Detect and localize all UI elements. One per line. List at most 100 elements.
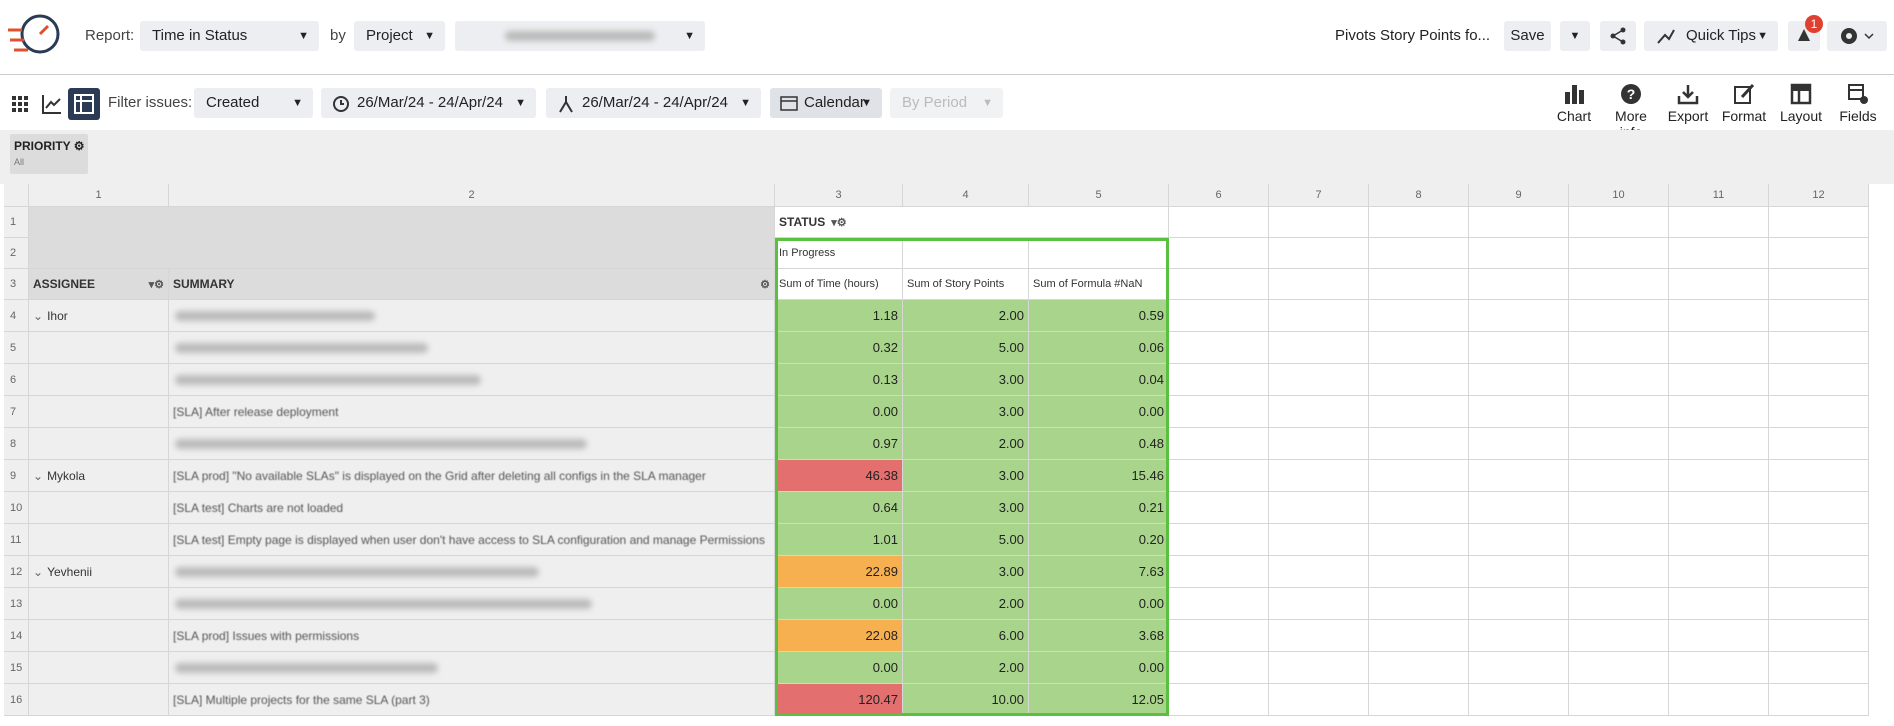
settings-button[interactable] xyxy=(1827,21,1887,51)
chart-view-icon[interactable] xyxy=(40,92,64,116)
save-menu[interactable]: ▼ xyxy=(1560,21,1590,51)
grid-cell xyxy=(1569,238,1669,269)
grid-cell xyxy=(1169,652,1269,684)
period-select[interactable]: By Period ▼ xyxy=(890,88,1003,118)
date-range-2[interactable]: 26/Mar/24 - 24/Apr/24 ▼ xyxy=(546,88,761,118)
grid-cell xyxy=(1369,588,1469,620)
row-number: 7 xyxy=(4,396,29,428)
row-number: 4 xyxy=(4,300,29,332)
grid-cell xyxy=(1269,524,1369,556)
assignee-header: ASSIGNEE xyxy=(33,277,96,291)
grid-cell xyxy=(1369,364,1469,396)
grid-cell xyxy=(1169,620,1269,652)
value-cell: 0.13 xyxy=(775,364,903,396)
action-button[interactable]: Export xyxy=(1660,82,1716,128)
action-label: Layout xyxy=(1779,108,1823,124)
grid-cell xyxy=(1269,492,1369,524)
value-cell: 0.00 xyxy=(1029,652,1169,684)
value-cell: 0.48 xyxy=(1029,428,1169,460)
row-number: 14 xyxy=(4,620,29,652)
grid-cell xyxy=(1569,524,1669,556)
action-button[interactable]: Chart xyxy=(1546,82,1602,128)
value-cell: 0.04 xyxy=(1029,364,1169,396)
grid-cell xyxy=(1769,460,1869,492)
grid-cell xyxy=(1369,620,1469,652)
assignee: Ihor xyxy=(47,308,68,323)
grid-cell: [SLA prod] "No available SLAs" is displa… xyxy=(169,460,775,492)
blurred-summary xyxy=(175,599,592,609)
action-icon xyxy=(1848,84,1868,104)
action-label: Chart xyxy=(1556,108,1592,124)
grid-cell xyxy=(1169,588,1269,620)
grid-cell xyxy=(1469,396,1569,428)
column-number: 10 xyxy=(1569,184,1669,207)
grid-cell xyxy=(1369,492,1469,524)
value-cell: 3.00 xyxy=(903,364,1029,396)
priority-chip[interactable]: PRIORITY ⚙ All xyxy=(10,134,88,174)
grid-cell xyxy=(1569,332,1669,364)
grid-cell: ⌄ Mykola xyxy=(29,460,169,492)
grid-cell xyxy=(1469,332,1569,364)
grid-cell xyxy=(1169,492,1269,524)
measure-header: Sum of Formula #NaN xyxy=(1029,269,1169,300)
priority-value: All xyxy=(14,157,25,167)
notification-badge: 1 xyxy=(1805,15,1823,33)
grid-cell xyxy=(1769,238,1869,269)
grid-cell xyxy=(169,300,775,332)
grid-cell xyxy=(1169,207,1269,238)
grid-cell xyxy=(1669,588,1769,620)
status-header: STATUS xyxy=(779,215,826,229)
value-cell: 120.47 xyxy=(775,684,903,716)
svg-text:?: ? xyxy=(1627,86,1636,102)
grid-cell xyxy=(1169,428,1269,460)
value-cell: 22.08 xyxy=(775,620,903,652)
value-cell: 6.00 xyxy=(903,620,1029,652)
report-select[interactable]: Time in Status ▼ xyxy=(140,21,319,51)
pivot-view-button[interactable] xyxy=(68,88,100,120)
value-cell: 0.00 xyxy=(775,652,903,684)
action-icon: ? xyxy=(1621,84,1641,104)
grid-cell xyxy=(1569,396,1669,428)
value-cell: 0.00 xyxy=(775,588,903,620)
grid-cell xyxy=(29,524,169,556)
calendar-select[interactable]: Calendar ▼ xyxy=(770,88,882,118)
grid-view-icon[interactable] xyxy=(8,92,32,116)
blurred-summary xyxy=(175,311,375,321)
blurred-summary xyxy=(175,375,481,385)
grid-cell: ⌄ Ihor xyxy=(29,300,169,332)
action-button[interactable]: Layout xyxy=(1773,82,1829,128)
grid-cell xyxy=(1769,556,1869,588)
grid-cell xyxy=(1369,524,1469,556)
column-number: 9 xyxy=(1469,184,1569,207)
assignee: Yevhenii xyxy=(47,564,92,579)
filter-select[interactable]: Created ▼ xyxy=(194,88,313,118)
grid-cell xyxy=(1669,492,1769,524)
by-select[interactable]: Project ▼ xyxy=(354,21,445,51)
grid-cell xyxy=(1169,364,1269,396)
grid-cell xyxy=(1369,460,1469,492)
grid-cell xyxy=(1369,556,1469,588)
row-number: 9 xyxy=(4,460,29,492)
date-range-1[interactable]: 26/Mar/24 - 24/Apr/24 ▼ xyxy=(321,88,536,118)
column-number: 6 xyxy=(1169,184,1269,207)
grid-cell xyxy=(1369,207,1469,238)
grid-cell xyxy=(1269,396,1369,428)
project-select[interactable]: ▼ xyxy=(455,21,705,51)
grid-cell xyxy=(1669,332,1769,364)
share-button[interactable] xyxy=(1600,21,1636,51)
column-number: 4 xyxy=(903,184,1029,207)
date-range-1-text: 26/Mar/24 - 24/Apr/24 xyxy=(357,94,503,111)
grid-cell xyxy=(1269,207,1369,238)
measure-header: Sum of Time (hours) xyxy=(775,269,903,300)
grid-cell xyxy=(1169,396,1269,428)
save-button[interactable]: Save xyxy=(1504,21,1551,51)
logo[interactable] xyxy=(6,12,62,62)
action-button[interactable]: Fields xyxy=(1830,82,1886,128)
grid-cell xyxy=(1369,332,1469,364)
grid-cell: SUMMARY ⚙ xyxy=(169,269,775,300)
action-button[interactable]: Format xyxy=(1716,82,1772,128)
action-button[interactable]: ?More info xyxy=(1603,82,1659,140)
quick-tips-button[interactable]: Quick Tips ▼ xyxy=(1644,21,1778,51)
value-cell: 2.00 xyxy=(903,652,1029,684)
grid-cell xyxy=(1469,684,1569,716)
